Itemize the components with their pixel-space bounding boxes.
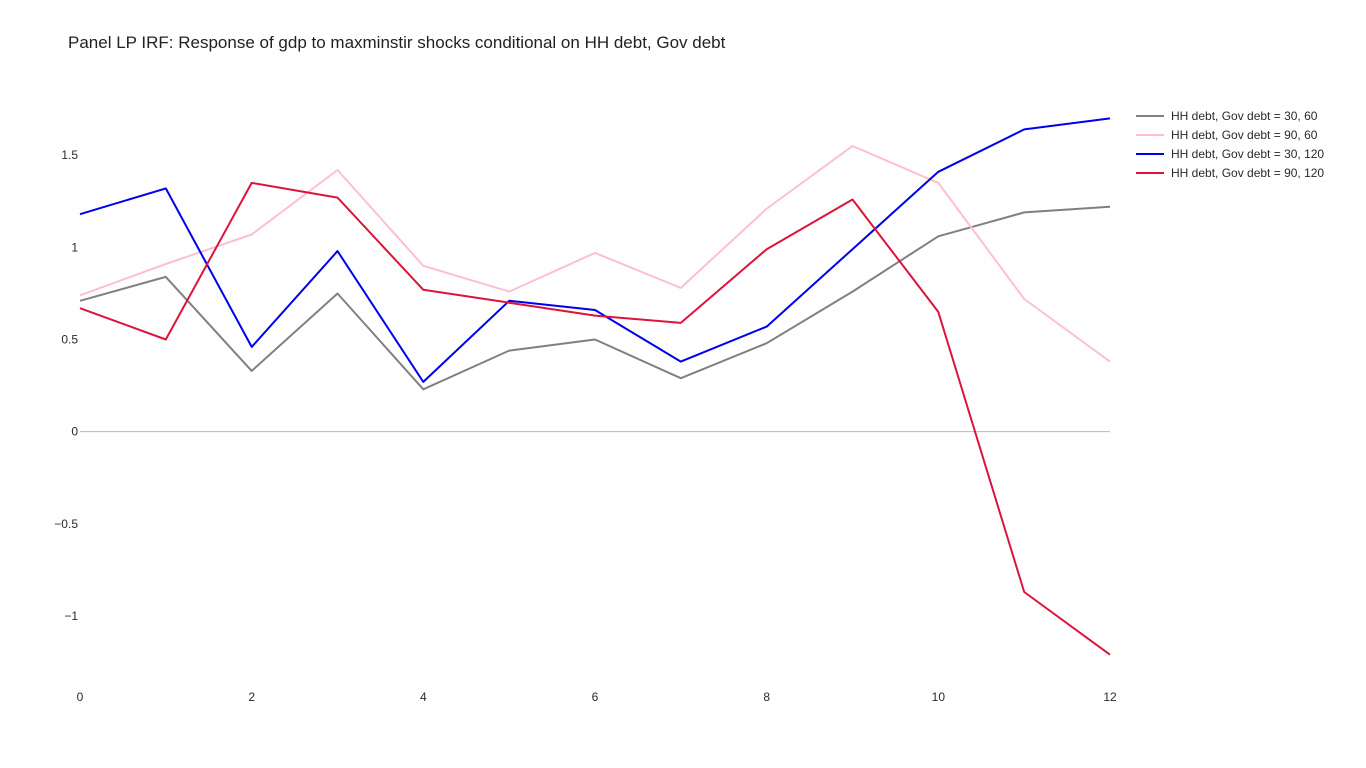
axes: −1 −0.5 0 0.5 1 1.5 0 2 4 6 8 10 12 bbox=[54, 148, 1117, 704]
x-tick-label: 10 bbox=[932, 690, 946, 704]
x-tick-label: 4 bbox=[420, 690, 427, 704]
legend-item-3[interactable]: HH debt, Gov debt = 30, 120 bbox=[1136, 144, 1324, 163]
legend-swatch bbox=[1136, 152, 1164, 155]
legend-item-1[interactable]: HH debt, Gov debt = 30, 60 bbox=[1136, 106, 1324, 125]
x-tick-label: 6 bbox=[592, 690, 599, 704]
series-line-1[interactable] bbox=[79, 205, 1111, 391]
y-tick-label: −0.5 bbox=[54, 517, 78, 531]
series-lines bbox=[79, 117, 1111, 656]
legend-label: HH debt, Gov debt = 30, 60 bbox=[1171, 108, 1318, 123]
legend-label: HH debt, Gov debt = 90, 60 bbox=[1171, 127, 1318, 142]
y-tick-label: −1 bbox=[64, 609, 78, 623]
legend-swatch bbox=[1136, 171, 1164, 174]
x-tick-label: 8 bbox=[763, 690, 770, 704]
y-tick-label: 1.5 bbox=[61, 148, 78, 162]
legend-label: HH debt, Gov debt = 90, 120 bbox=[1171, 165, 1325, 180]
legend-label: HH debt, Gov debt = 30, 120 bbox=[1171, 146, 1325, 161]
series-line-4[interactable] bbox=[79, 181, 1111, 656]
series-line-2[interactable] bbox=[79, 145, 1111, 363]
y-tick-label: 0.5 bbox=[61, 333, 78, 347]
legend-item-4[interactable]: HH debt, Gov debt = 90, 120 bbox=[1136, 163, 1324, 182]
y-tick-label: 0 bbox=[71, 425, 78, 439]
series-line-3[interactable] bbox=[79, 117, 1111, 383]
x-tick-label: 0 bbox=[77, 690, 84, 704]
legend[interactable]: HH debt, Gov debt = 30, 60 HH debt, Gov d… bbox=[1136, 106, 1324, 182]
legend-item-2[interactable]: HH debt, Gov debt = 90, 60 bbox=[1136, 125, 1324, 144]
legend-swatch bbox=[1136, 133, 1164, 136]
x-tick-label: 2 bbox=[248, 690, 255, 704]
x-tick-label: 12 bbox=[1103, 690, 1117, 704]
y-tick-label: 1 bbox=[71, 240, 78, 254]
chart-title: Panel LP IRF: Response of gdp to maxmins… bbox=[68, 33, 726, 52]
legend-swatch bbox=[1136, 114, 1164, 117]
